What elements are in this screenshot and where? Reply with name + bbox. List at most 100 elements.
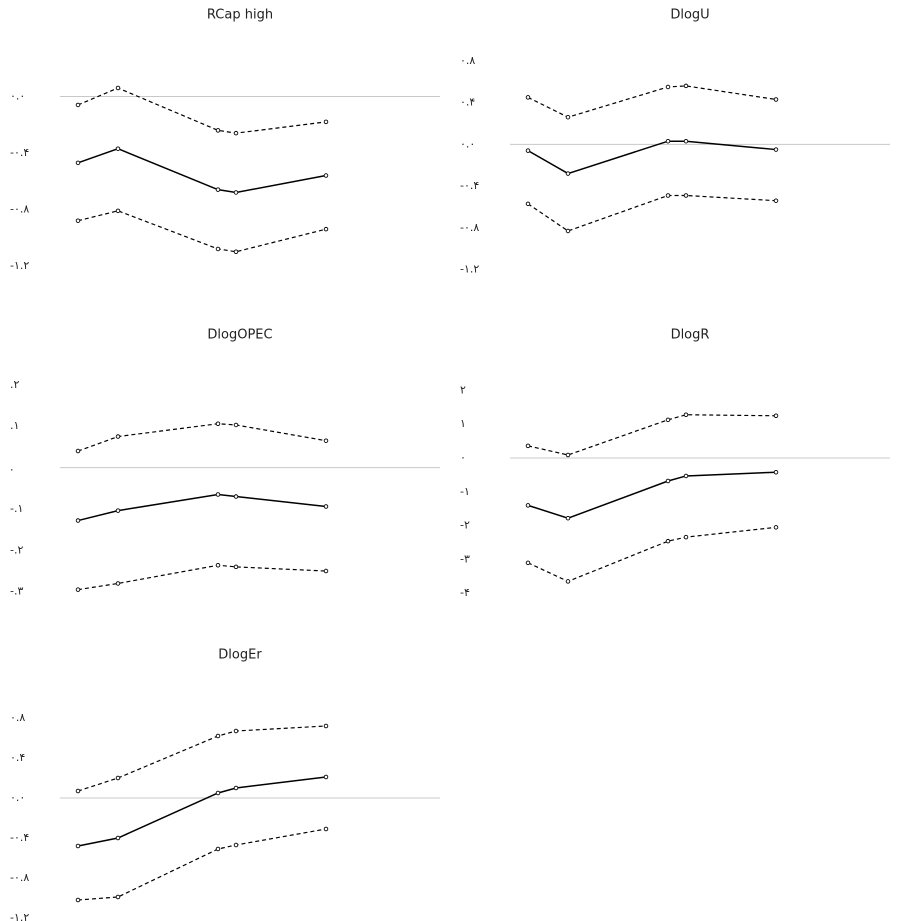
series-line — [527, 414, 777, 456]
point — [115, 835, 121, 841]
y-tick-label: -۲ — [460, 519, 470, 532]
series-line — [527, 471, 777, 519]
y-tick-label: .۱ — [10, 419, 19, 432]
point — [75, 218, 81, 223]
panel: DlogOPEC .۲ .۱. -.۱ -.۲ -.۳ — [10, 328, 440, 598]
point — [215, 846, 221, 852]
y-tick-label: ۰.۸ — [10, 711, 25, 724]
point — [525, 560, 531, 566]
chart-title: DlogOPEC — [207, 328, 272, 343]
point — [565, 515, 571, 521]
point — [565, 579, 571, 584]
point — [565, 228, 571, 234]
point — [115, 146, 121, 151]
point — [75, 448, 81, 454]
point — [525, 95, 531, 100]
chart-title: DlogR — [671, 328, 710, 343]
point — [565, 452, 571, 458]
chart-title: DlogU — [670, 8, 709, 23]
point — [683, 193, 689, 198]
point — [233, 564, 239, 570]
point — [525, 148, 531, 153]
point — [665, 193, 671, 198]
point — [525, 503, 531, 508]
point — [233, 249, 239, 255]
point — [683, 412, 689, 418]
point — [773, 413, 779, 419]
point — [215, 421, 221, 426]
point — [773, 198, 779, 203]
y-tick-label: -۱.۲ — [10, 259, 29, 272]
series-line — [77, 493, 327, 522]
y-tick-label: ۰.۰ — [460, 137, 475, 150]
series-line — [77, 147, 327, 194]
y-tick-label: -.۱ — [10, 502, 23, 515]
series-line — [77, 828, 327, 901]
panel: DlogU ۰.۸ ۰.۴ ۰.۰ -۰.۴ -۰.۸ -۱.۲ — [460, 8, 890, 276]
y-tick-label: ۰.۴ — [10, 751, 25, 764]
point — [233, 494, 239, 499]
point — [233, 190, 239, 195]
point — [323, 119, 329, 125]
panel: DlogEr ۰.۸ ۰.۴ ۰.۰ -۰.۴ -۰.۸ -۱.۲ — [10, 648, 440, 921]
point — [665, 138, 671, 144]
point — [773, 469, 779, 475]
point — [323, 226, 329, 232]
y-tick-label: -۱.۲ — [10, 911, 29, 921]
point — [773, 525, 779, 530]
point — [75, 587, 81, 592]
y-tick-label: ۰.۰ — [10, 89, 25, 102]
point — [115, 85, 121, 91]
point — [683, 534, 689, 540]
point — [323, 568, 329, 574]
point — [115, 894, 121, 900]
point — [233, 422, 239, 428]
point — [565, 114, 571, 120]
y-tick-label: -.۲ — [10, 543, 23, 556]
point — [323, 173, 329, 178]
point — [75, 160, 81, 166]
y-tick-label: ۲ — [460, 383, 466, 396]
series-line — [77, 210, 327, 253]
point — [233, 842, 239, 848]
y-tick-label: ۰.۰ — [10, 791, 25, 804]
point — [683, 473, 689, 479]
point — [773, 147, 779, 152]
y-tick-label: -.۳ — [10, 585, 23, 598]
y-tick-label: ۰ — [460, 451, 466, 464]
series-line — [77, 564, 327, 591]
y-tick-label: -۱ — [460, 485, 470, 498]
point — [323, 504, 329, 509]
point — [75, 102, 81, 108]
y-tick-label: -۰.۴ — [10, 146, 29, 159]
point — [75, 518, 81, 523]
panel: RCap high ۰.۰ -۰.۴ -۰.۸ -۱.۲ — [10, 8, 440, 272]
point — [215, 733, 221, 739]
point — [683, 83, 689, 89]
point — [665, 84, 671, 90]
point — [525, 201, 531, 207]
y-tick-label: -۴ — [460, 586, 470, 599]
y-tick-label: -۰.۴ — [460, 179, 479, 192]
y-tick-label: ۰.۸ — [460, 54, 475, 67]
point — [75, 843, 81, 849]
point — [665, 538, 671, 544]
point — [215, 128, 221, 133]
panel: DlogR ۲ ۱ ۰ -۱ -۲ -۳ -۴ — [460, 328, 890, 599]
y-tick-label: -۳ — [460, 552, 470, 565]
series-line — [527, 194, 777, 232]
point — [215, 790, 221, 796]
y-tick-label: . — [10, 461, 14, 474]
point — [233, 130, 239, 136]
point — [115, 508, 121, 513]
chart-title: RCap high — [207, 8, 273, 23]
point — [323, 723, 329, 729]
point — [323, 774, 329, 780]
point — [773, 97, 779, 102]
point — [525, 443, 531, 449]
y-tick-label: .۲ — [10, 378, 19, 391]
series-line — [77, 87, 327, 134]
point — [683, 138, 689, 144]
y-tick-label: -۰.۸ — [10, 871, 29, 884]
